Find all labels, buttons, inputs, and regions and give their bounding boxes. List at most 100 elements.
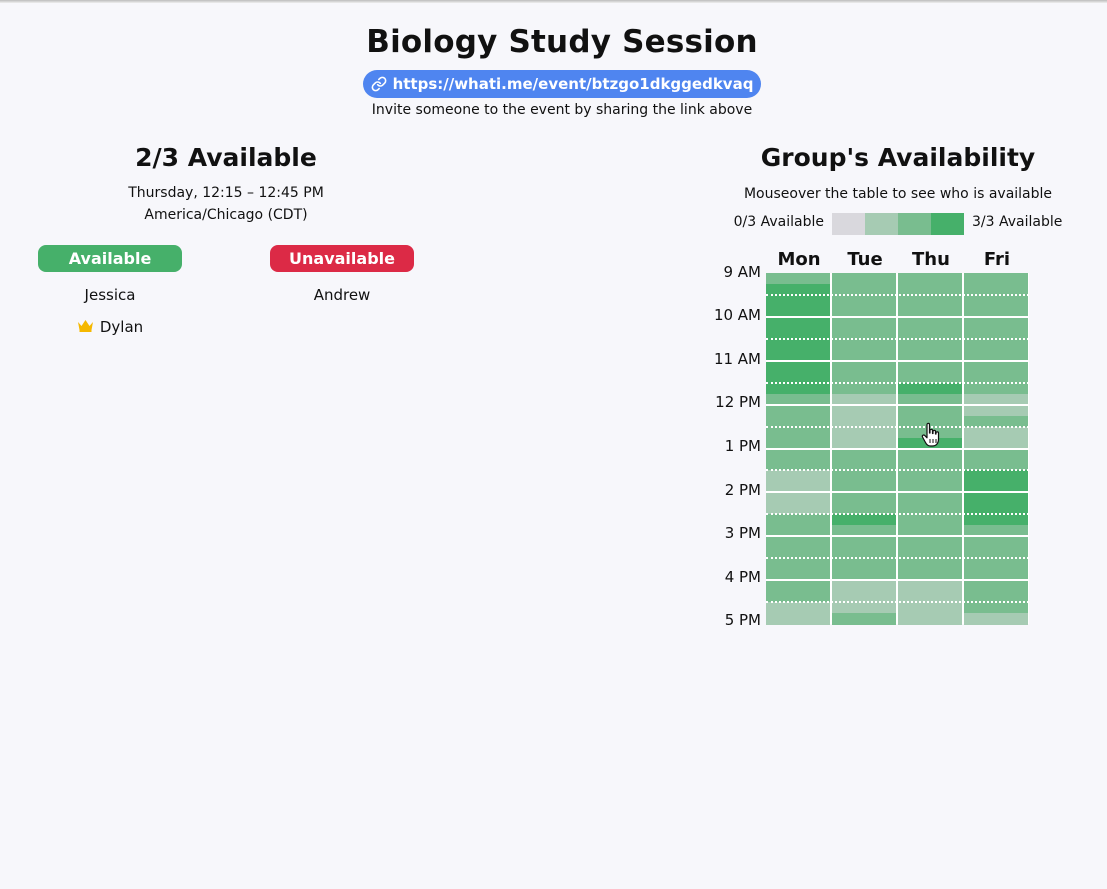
time-slot-cell[interactable]	[832, 437, 896, 450]
time-slot-cell[interactable]	[832, 613, 896, 625]
time-slot-cell[interactable]	[898, 514, 962, 526]
time-slot-cell[interactable]	[766, 580, 830, 592]
time-slot-cell[interactable]	[766, 415, 830, 428]
time-slot-cell[interactable]	[766, 316, 830, 329]
time-slot-cell[interactable]	[898, 305, 962, 318]
time-slot-cell[interactable]	[766, 602, 830, 614]
time-slot-cell[interactable]	[766, 591, 830, 603]
time-slot-cell[interactable]	[898, 371, 962, 384]
event-link-button[interactable]: https://whati.me/event/btzgo1dkggedkvaq	[363, 70, 761, 98]
time-slot-cell[interactable]	[832, 338, 896, 351]
time-slot-cell[interactable]	[898, 338, 962, 351]
time-slot-cell[interactable]	[898, 294, 962, 307]
time-slot-cell[interactable]	[964, 503, 1028, 515]
time-slot-cell[interactable]	[898, 580, 962, 592]
time-slot-cell[interactable]	[964, 305, 1028, 318]
time-slot-cell[interactable]	[964, 338, 1028, 351]
time-slot-cell[interactable]	[964, 580, 1028, 592]
time-slot-cell[interactable]	[964, 273, 1028, 285]
time-slot-cell[interactable]	[832, 525, 896, 537]
time-slot-cell[interactable]	[766, 481, 830, 493]
time-slot-cell[interactable]	[766, 393, 830, 406]
time-slot-cell[interactable]	[832, 393, 896, 406]
time-slot-cell[interactable]	[832, 514, 896, 526]
time-slot-cell[interactable]	[964, 382, 1028, 395]
time-slot-cell[interactable]	[964, 448, 1028, 461]
time-slot-cell[interactable]	[766, 492, 830, 504]
time-slot-cell[interactable]	[898, 393, 962, 406]
time-slot-cell[interactable]	[898, 602, 962, 614]
time-slot-cell[interactable]	[964, 514, 1028, 526]
time-slot-cell[interactable]	[832, 448, 896, 461]
time-slot-cell[interactable]	[964, 393, 1028, 406]
time-slot-cell[interactable]	[832, 283, 896, 296]
time-slot-cell[interactable]	[832, 426, 896, 439]
time-slot-cell[interactable]	[898, 448, 962, 461]
time-slot-cell[interactable]	[898, 459, 962, 472]
time-slot-cell[interactable]	[766, 547, 830, 559]
time-slot-cell[interactable]	[898, 470, 962, 482]
time-slot-cell[interactable]	[766, 536, 830, 548]
time-slot-cell[interactable]	[964, 492, 1028, 504]
time-slot-cell[interactable]	[964, 547, 1028, 559]
time-slot-cell[interactable]	[832, 349, 896, 362]
time-slot-cell[interactable]	[832, 294, 896, 307]
time-slot-cell[interactable]	[898, 316, 962, 329]
time-slot-cell[interactable]	[832, 371, 896, 384]
time-slot-cell[interactable]	[832, 481, 896, 493]
time-slot-cell[interactable]	[766, 503, 830, 515]
time-slot-cell[interactable]	[898, 273, 962, 285]
time-slot-cell[interactable]	[766, 437, 830, 450]
time-slot-cell[interactable]	[964, 404, 1028, 417]
time-slot-cell[interactable]	[964, 283, 1028, 296]
time-slot-cell[interactable]	[766, 514, 830, 526]
time-slot-cell[interactable]	[964, 294, 1028, 307]
time-slot-cell[interactable]	[766, 273, 830, 285]
time-slot-cell[interactable]	[964, 470, 1028, 482]
time-slot-cell[interactable]	[766, 382, 830, 395]
time-slot-cell[interactable]	[832, 415, 896, 428]
time-slot-cell[interactable]	[766, 525, 830, 537]
time-slot-cell[interactable]	[964, 591, 1028, 603]
time-slot-cell[interactable]	[832, 602, 896, 614]
time-slot-cell[interactable]	[964, 613, 1028, 625]
time-slot-cell[interactable]	[964, 415, 1028, 428]
time-slot-cell[interactable]	[898, 327, 962, 340]
time-slot-cell[interactable]	[766, 294, 830, 307]
time-slot-cell[interactable]	[964, 437, 1028, 450]
time-slot-cell[interactable]	[766, 613, 830, 625]
time-slot-cell[interactable]	[964, 426, 1028, 439]
time-slot-cell[interactable]	[832, 547, 896, 559]
time-slot-cell[interactable]	[898, 613, 962, 625]
time-slot-cell[interactable]	[766, 338, 830, 351]
time-slot-cell[interactable]	[766, 448, 830, 461]
time-slot-cell[interactable]	[898, 404, 962, 417]
time-slot-cell[interactable]	[766, 426, 830, 439]
time-slot-cell[interactable]	[832, 591, 896, 603]
time-slot-cell[interactable]	[766, 371, 830, 384]
time-slot-cell[interactable]	[832, 305, 896, 318]
time-slot-cell[interactable]	[766, 327, 830, 340]
time-slot-cell[interactable]	[964, 316, 1028, 329]
time-slot-cell[interactable]	[766, 470, 830, 482]
time-slot-cell[interactable]	[832, 382, 896, 395]
time-slot-cell[interactable]	[964, 536, 1028, 548]
time-slot-cell[interactable]	[898, 283, 962, 296]
time-slot-cell[interactable]	[964, 349, 1028, 362]
time-slot-cell[interactable]	[766, 569, 830, 581]
time-slot-cell[interactable]	[898, 349, 962, 362]
time-slot-cell[interactable]	[766, 459, 830, 472]
time-slot-cell[interactable]	[964, 360, 1028, 373]
time-slot-cell[interactable]	[964, 558, 1028, 570]
time-slot-cell[interactable]	[898, 492, 962, 504]
time-slot-cell[interactable]	[832, 273, 896, 285]
time-slot-cell[interactable]	[832, 327, 896, 340]
time-slot-cell[interactable]	[832, 536, 896, 548]
time-slot-cell[interactable]	[766, 360, 830, 373]
time-slot-cell[interactable]	[898, 503, 962, 515]
availability-grid[interactable]	[766, 273, 1029, 625]
time-slot-cell[interactable]	[832, 316, 896, 329]
time-slot-cell[interactable]	[964, 371, 1028, 384]
time-slot-cell[interactable]	[766, 349, 830, 362]
time-slot-cell[interactable]	[898, 415, 962, 428]
